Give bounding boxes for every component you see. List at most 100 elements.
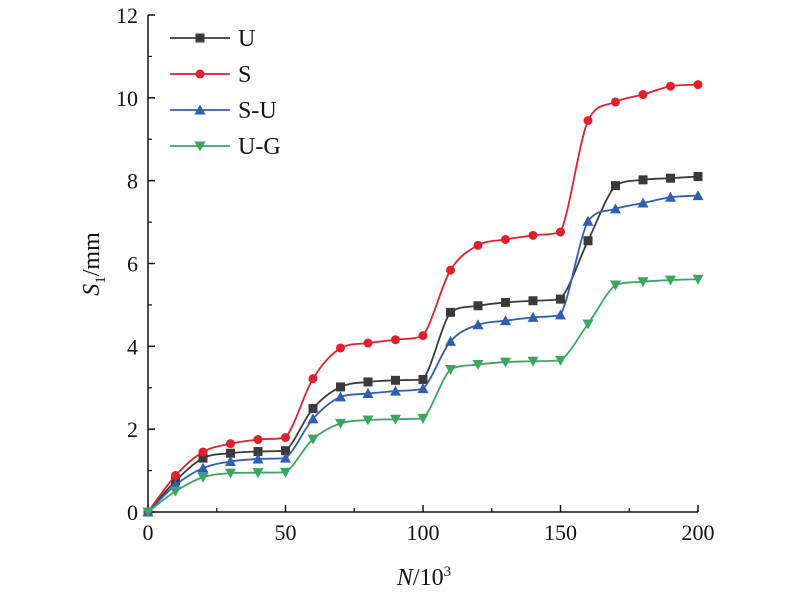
- data-point-s: [198, 447, 208, 457]
- legend-item-s-u: S-U: [170, 98, 277, 124]
- data-point-s: [336, 343, 345, 353]
- data-point-s: [666, 81, 675, 91]
- series-s: [143, 80, 703, 517]
- data-point-s-u: [472, 319, 484, 330]
- data-point-u: [336, 382, 345, 392]
- data-point-s-u: [225, 455, 236, 466]
- data-point-u: [528, 296, 538, 306]
- x-axis-label: N/103: [396, 564, 451, 591]
- data-point-u-g: [170, 486, 181, 497]
- legend-marker-s: [195, 69, 205, 79]
- data-point-u-g: [582, 319, 594, 330]
- legend-marker-s-u: [194, 104, 206, 115]
- x-tick-label: 0: [143, 520, 154, 545]
- data-point-u: [446, 307, 455, 317]
- series-s-u: [142, 190, 704, 517]
- x-tick-label: 200: [682, 520, 715, 545]
- data-point-s-u: [197, 462, 209, 473]
- data-point-s: [171, 471, 180, 481]
- data-point-u-g: [362, 415, 374, 426]
- y-tick-label: 8: [127, 169, 138, 194]
- legend-item-u: U: [170, 26, 255, 52]
- data-point-s-u: [280, 452, 291, 463]
- data-point-u: [501, 297, 510, 307]
- data-point-u: [253, 447, 263, 457]
- series-u: [143, 172, 703, 517]
- data-point-u: [281, 446, 290, 456]
- data-point-s-u: [637, 197, 649, 208]
- data-point-s-u: [582, 215, 594, 226]
- data-point-s-u: [445, 335, 456, 346]
- data-point-s-u: [500, 315, 511, 326]
- data-point-s-u: [665, 191, 676, 202]
- data-point-s: [446, 265, 455, 275]
- data-point-u: [666, 173, 675, 183]
- data-point-s-u: [555, 309, 566, 320]
- series-u-g: [142, 274, 704, 518]
- data-point-u-g: [225, 468, 236, 479]
- legend: US S-U U-G: [170, 26, 281, 160]
- legend-label-s: S: [238, 62, 251, 88]
- data-point-s: [308, 374, 318, 384]
- data-point-s: [693, 80, 703, 90]
- data-point-u-g: [555, 355, 566, 366]
- data-point-u: [611, 181, 620, 191]
- data-point-s: [253, 435, 263, 445]
- data-point-u: [226, 448, 235, 458]
- data-point-s-u: [390, 385, 401, 396]
- y-tick-label: 4: [127, 334, 138, 359]
- legend-item-u-g: U-G: [170, 134, 281, 160]
- data-point-u-g: [610, 280, 621, 291]
- data-point-u: [391, 375, 400, 385]
- data-point-u-g: [500, 357, 511, 368]
- data-point-s-u: [362, 388, 374, 399]
- y-tick-label: 0: [127, 500, 138, 525]
- legend-item-s: S: [170, 62, 251, 88]
- legend-marker-u-g: [194, 141, 206, 152]
- data-point-s-u: [417, 383, 429, 394]
- y-tick-label: 10: [116, 86, 138, 111]
- data-point-s: [226, 439, 235, 449]
- data-point-u-g: [472, 360, 484, 371]
- y-tick-label: 2: [127, 417, 138, 442]
- legend-label-s-u: S-U: [238, 98, 277, 124]
- data-point-u-g: [197, 472, 209, 483]
- data-point-s: [473, 240, 483, 250]
- data-point-s: [418, 331, 428, 341]
- data-point-s: [363, 338, 373, 348]
- data-point-u-g: [252, 468, 264, 479]
- legend-label-u-g: U-G: [238, 134, 281, 160]
- data-point-s: [501, 234, 510, 244]
- data-point-s-u: [610, 203, 621, 214]
- y-axis-label: S1/mm: [79, 232, 109, 296]
- data-point-u-g: [527, 356, 539, 367]
- data-point-u-g: [445, 365, 456, 376]
- data-point-u: [418, 374, 428, 384]
- data-point-u-g: [637, 277, 649, 288]
- data-point-s: [281, 432, 290, 442]
- legend-marker-u: [195, 33, 205, 43]
- series-group: [142, 80, 704, 518]
- data-point-s-u: [307, 413, 319, 424]
- data-point-u-g: [280, 467, 291, 478]
- data-point-s: [391, 335, 400, 345]
- data-point-u-g: [390, 414, 401, 425]
- data-point-s-u: [692, 190, 704, 201]
- data-point-s-u: [335, 391, 346, 402]
- data-point-u-g: [692, 274, 704, 285]
- data-point-s: [528, 230, 538, 240]
- data-point-u: [583, 236, 593, 246]
- data-point-u: [693, 172, 703, 182]
- data-point-u-g: [307, 434, 319, 445]
- x-tick-label: 150: [544, 520, 577, 545]
- data-point-u-g: [665, 275, 676, 286]
- axes: 0 50 100 150 200 0 2 4 6 8 10 12: [116, 3, 715, 545]
- data-point-u-g: [335, 418, 346, 429]
- data-point-s: [583, 116, 593, 126]
- data-point-u: [556, 294, 565, 304]
- data-point-u-g: [142, 507, 154, 518]
- y-tick-label: 6: [127, 252, 138, 277]
- data-point-u-g: [417, 413, 429, 424]
- x-tick-label: 50: [275, 520, 297, 545]
- data-point-s-u: [252, 453, 264, 464]
